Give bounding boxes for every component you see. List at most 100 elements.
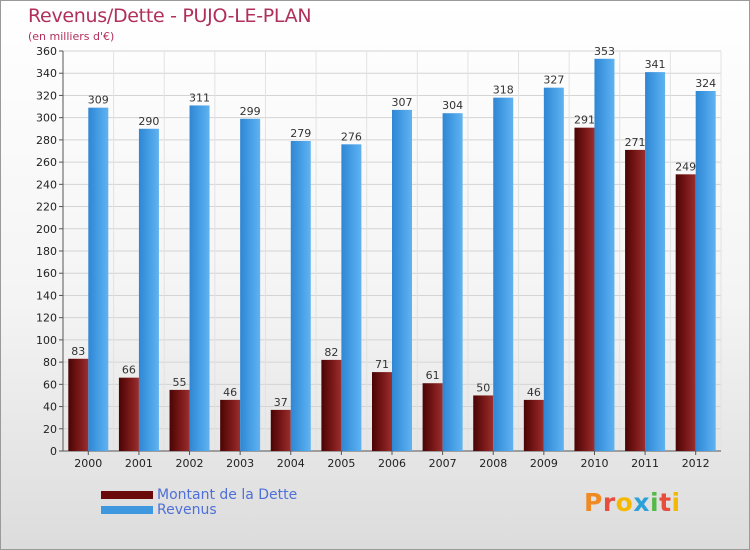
y-tick-label: 200	[36, 223, 57, 236]
data-label-dette: 46	[223, 386, 237, 399]
bar-dette	[118, 377, 139, 451]
y-tick-label: 20	[43, 423, 57, 436]
x-tick-label: 2006	[378, 457, 406, 470]
y-tick-label: 220	[36, 201, 57, 214]
data-label-dette: 50	[476, 381, 490, 394]
y-tick-label: 360	[36, 45, 57, 58]
bar-revenus	[290, 141, 311, 451]
data-label-revenus: 307	[392, 96, 413, 109]
chart-subtitle: (en milliers d'€)	[28, 30, 115, 43]
data-label-revenus: 324	[695, 77, 716, 90]
data-label-revenus: 279	[290, 127, 311, 140]
bar-dette	[523, 399, 544, 451]
x-tick-label: 2007	[429, 457, 457, 470]
y-tick-label: 300	[36, 112, 57, 125]
data-label-dette: 291	[574, 114, 595, 127]
data-label-dette: 55	[173, 376, 187, 389]
x-tick-label: 2003	[226, 457, 254, 470]
bar-revenus	[695, 91, 716, 451]
bar-revenus	[594, 58, 615, 452]
y-tick-label: 160	[36, 267, 57, 280]
y-tick-label: 80	[43, 356, 57, 369]
legend-label-revenus: Revenus	[157, 502, 217, 518]
legend-swatch-revenus	[101, 506, 153, 514]
bar-dette	[422, 383, 443, 451]
bar-revenus	[88, 107, 109, 452]
data-label-revenus: 318	[493, 84, 514, 97]
bar-dette	[625, 149, 646, 451]
data-label-dette: 46	[527, 386, 541, 399]
logo-letter: o	[615, 488, 634, 517]
bar-dette	[372, 372, 392, 451]
logo-letter: P	[584, 488, 603, 517]
bar-revenus	[442, 113, 463, 451]
bar-revenus	[392, 109, 412, 451]
bar-dette	[270, 409, 291, 451]
data-label-dette: 71	[375, 358, 389, 371]
legend-label-dette: Montant de la Dette	[157, 487, 298, 503]
bar-dette	[321, 359, 342, 451]
bar-revenus	[240, 118, 261, 452]
y-tick-label: 100	[36, 334, 57, 347]
data-label-dette: 83	[71, 345, 85, 358]
logo-letter: t	[659, 488, 672, 517]
y-tick-label: 60	[43, 378, 57, 391]
bar-dette	[220, 399, 241, 451]
chart-title: Revenus/Dette - PUJO-LE-PLAN	[28, 5, 312, 27]
bar-revenus	[543, 87, 564, 452]
bar-revenus	[189, 105, 210, 451]
x-tick-label: 2009	[530, 457, 558, 470]
bar-revenus	[645, 72, 666, 451]
y-tick-label: 120	[36, 312, 57, 325]
logo-letter: i	[671, 488, 681, 517]
x-tick-label: 2012	[682, 457, 710, 470]
data-label-revenus: 341	[645, 58, 666, 71]
y-tick-label: 0	[50, 445, 57, 458]
bar-dette	[68, 358, 89, 451]
data-label-dette: 37	[274, 396, 288, 409]
bar-revenus	[341, 144, 362, 452]
y-tick-label: 240	[36, 178, 57, 191]
data-label-revenus: 299	[240, 105, 261, 118]
y-tick-label: 260	[36, 156, 57, 169]
y-tick-label: 320	[36, 89, 57, 102]
bar-revenus	[138, 128, 159, 451]
x-tick-label: 2004	[277, 457, 305, 470]
data-label-revenus: 353	[594, 45, 615, 58]
data-label-revenus: 327	[543, 74, 564, 87]
data-label-dette: 249	[675, 160, 696, 173]
y-tick-label: 140	[36, 289, 57, 302]
bar-dette	[169, 389, 190, 451]
bar-dette	[473, 395, 494, 451]
y-tick-label: 180	[36, 245, 57, 258]
logo-letter: r	[602, 488, 616, 517]
data-label-revenus: 304	[442, 99, 463, 112]
data-label-revenus: 290	[138, 115, 159, 128]
x-tick-label: 2000	[74, 457, 102, 470]
data-label-dette: 61	[426, 369, 440, 382]
data-label-revenus: 309	[88, 94, 109, 107]
x-tick-label: 2001	[125, 457, 153, 470]
x-tick-label: 2008	[479, 457, 507, 470]
proxiti-logo: Proxiti	[584, 488, 681, 517]
bar-revenus	[493, 97, 514, 452]
x-tick-label: 2005	[327, 457, 355, 470]
bar-dette	[574, 127, 595, 452]
data-label-revenus: 311	[189, 91, 210, 104]
x-tick-label: 2011	[631, 457, 659, 470]
legend-swatch-dette	[101, 491, 153, 499]
bar-dette	[675, 174, 696, 452]
x-tick-label: 2002	[176, 457, 204, 470]
data-label-dette: 66	[122, 364, 136, 377]
legend-item-revenus: Revenus	[101, 502, 217, 518]
data-label-dette: 82	[324, 346, 338, 359]
logo-letter: x	[633, 488, 650, 517]
y-tick-label: 40	[43, 401, 57, 414]
y-tick-label: 340	[36, 67, 57, 80]
x-tick-label: 2010	[580, 457, 608, 470]
logo-letter: i	[650, 488, 660, 517]
y-tick-label: 280	[36, 134, 57, 147]
data-label-revenus: 276	[341, 130, 362, 143]
